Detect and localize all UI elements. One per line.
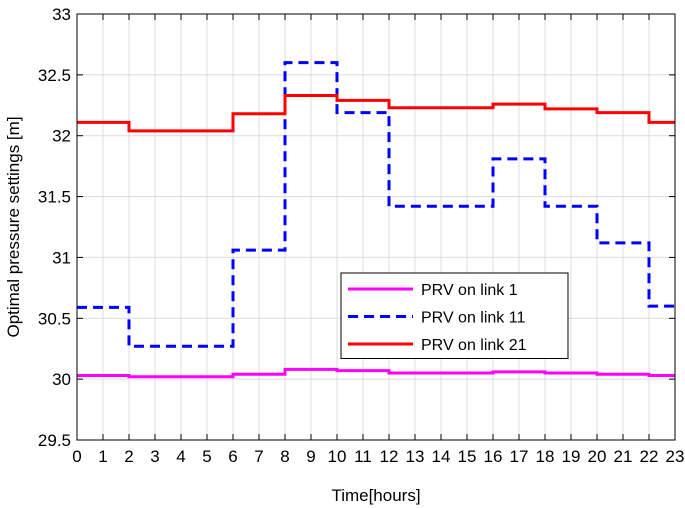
x-tick-label: 1 — [98, 447, 107, 466]
legend-label-1: PRV on link 1 — [421, 282, 518, 299]
x-tick-label: 8 — [280, 447, 289, 466]
y-tick-label: 33 — [52, 5, 71, 24]
x-tick-label: 3 — [150, 447, 159, 466]
y-tick-label: 31.5 — [38, 188, 71, 207]
y-tick-label: 29.5 — [38, 431, 71, 450]
x-tick-label: 17 — [510, 447, 529, 466]
x-axis-label: Time[hours] — [331, 486, 420, 505]
x-tick-label: 19 — [562, 447, 581, 466]
y-tick-label: 30 — [52, 370, 71, 389]
x-tick-label: 7 — [254, 447, 263, 466]
legend-label-3: PRV on link 21 — [421, 337, 527, 354]
x-tick-label: 13 — [406, 447, 425, 466]
x-tick-label: 5 — [202, 447, 211, 466]
x-tick-label: 15 — [458, 447, 477, 466]
x-tick-label: 21 — [614, 447, 633, 466]
x-tick-label: 4 — [176, 447, 185, 466]
x-tick-label: 23 — [666, 447, 685, 466]
x-tick-label: 20 — [588, 447, 607, 466]
series-line-1 — [77, 367, 675, 379]
x-tick-label: 12 — [380, 447, 399, 466]
y-axis-label: Optimal pressure settings [m] — [4, 116, 23, 337]
x-tick-label: 14 — [432, 447, 451, 466]
x-tick-label: 11 — [354, 447, 372, 466]
x-tick-label: 9 — [306, 447, 315, 466]
x-tick-label: 22 — [640, 447, 659, 466]
x-tick-label: 0 — [72, 447, 81, 466]
legend: PRV on link 1 PRV on link 11 PRV on link 2… — [340, 272, 569, 359]
x-tick-label: 16 — [484, 447, 503, 466]
x-tick-label: 2 — [124, 447, 133, 466]
plot-frame — [76, 13, 676, 441]
x-tick-label: 18 — [536, 447, 555, 466]
y-tick-label: 32 — [52, 127, 71, 146]
x-tick-label: 6 — [228, 447, 237, 466]
y-tick-label: 31 — [52, 248, 71, 267]
ticks: 0 1 2 3 4 5 6 7 8 9 10 11 12 13 14 15 16 17 18 19 20 21 22 2329… — [38, 5, 685, 466]
series-layer — [77, 61, 675, 379]
legend-label-2: PRV on link 11 — [421, 310, 525, 327]
x-tick-label: 10 — [328, 447, 347, 466]
y-tick-label: 30.5 — [38, 309, 71, 328]
series-line-3 — [77, 94, 675, 133]
y-tick-label: 32.5 — [38, 66, 71, 85]
series-line-2 — [77, 61, 675, 348]
